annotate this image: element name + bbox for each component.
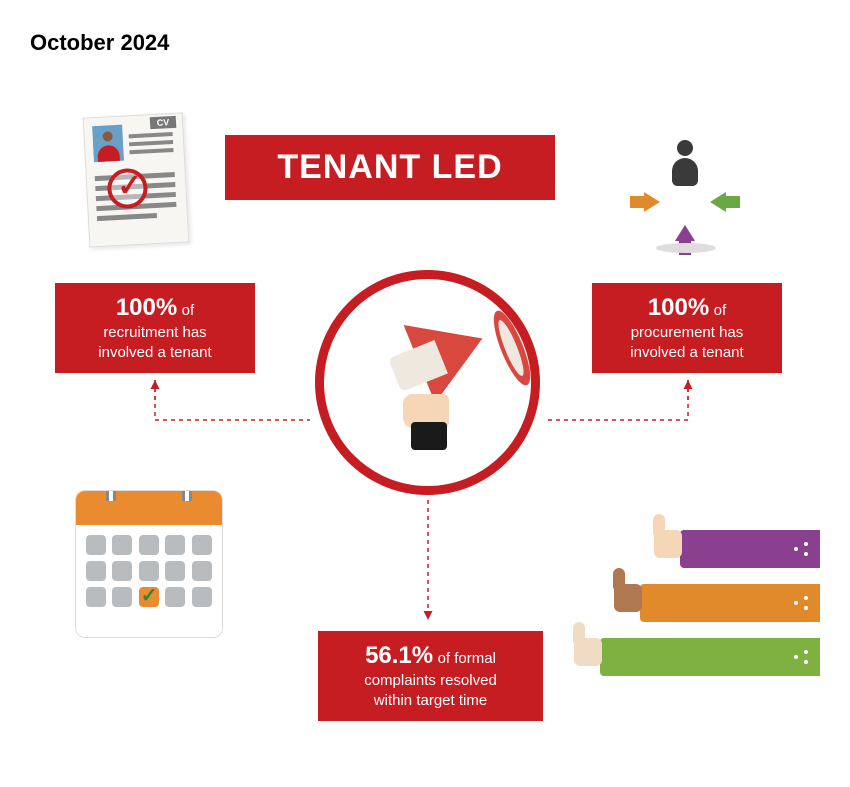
- calendar-cell: [192, 587, 212, 607]
- stat-procurement: 100% of procurement has involved a tenan…: [592, 283, 782, 373]
- calendar-cell: [165, 587, 185, 607]
- title-text: TENANT LED: [277, 148, 502, 187]
- calendar-icon: [75, 490, 230, 645]
- arrow-left-icon: [644, 192, 660, 212]
- arm-green: [600, 638, 820, 676]
- stat-value: 56.1%: [365, 642, 433, 669]
- calendar-cell: [86, 535, 106, 555]
- megaphone-icon: [353, 308, 503, 458]
- calendar-cell: [112, 587, 132, 607]
- title-banner: TENANT LED: [225, 135, 555, 200]
- calendar-cell: [139, 535, 159, 555]
- calendar-cell: [139, 587, 159, 607]
- stat-value: 100%: [648, 294, 709, 321]
- calendar-cell: [165, 561, 185, 581]
- thumbs-up-icon: [580, 530, 820, 710]
- arm-purple: [680, 530, 820, 568]
- megaphone-circle: [315, 270, 540, 495]
- calendar-cell: [86, 561, 106, 581]
- calendar-cell: [165, 535, 185, 555]
- arrow-right-icon: [710, 192, 726, 212]
- stat-recruitment: 100% of recruitment has involved a tenan…: [55, 283, 255, 373]
- calendar-cell: [139, 561, 159, 581]
- convergence-icon: [640, 150, 730, 245]
- calendar-cell: [112, 561, 132, 581]
- calendar-cell: [112, 535, 132, 555]
- date-label: October 2024: [30, 30, 169, 56]
- stat-value: 100%: [116, 294, 177, 321]
- person-icon: [672, 140, 698, 190]
- cv-tab: CV: [150, 116, 177, 129]
- arrow-up-icon: [675, 225, 695, 241]
- arm-orange: [640, 584, 820, 622]
- stat-complaints: 56.1% of formal complaints resolved with…: [318, 631, 543, 721]
- cv-document-icon: CV: [80, 115, 195, 255]
- calendar-cell: [192, 535, 212, 555]
- calendar-cell: [86, 587, 106, 607]
- calendar-cell: [192, 561, 212, 581]
